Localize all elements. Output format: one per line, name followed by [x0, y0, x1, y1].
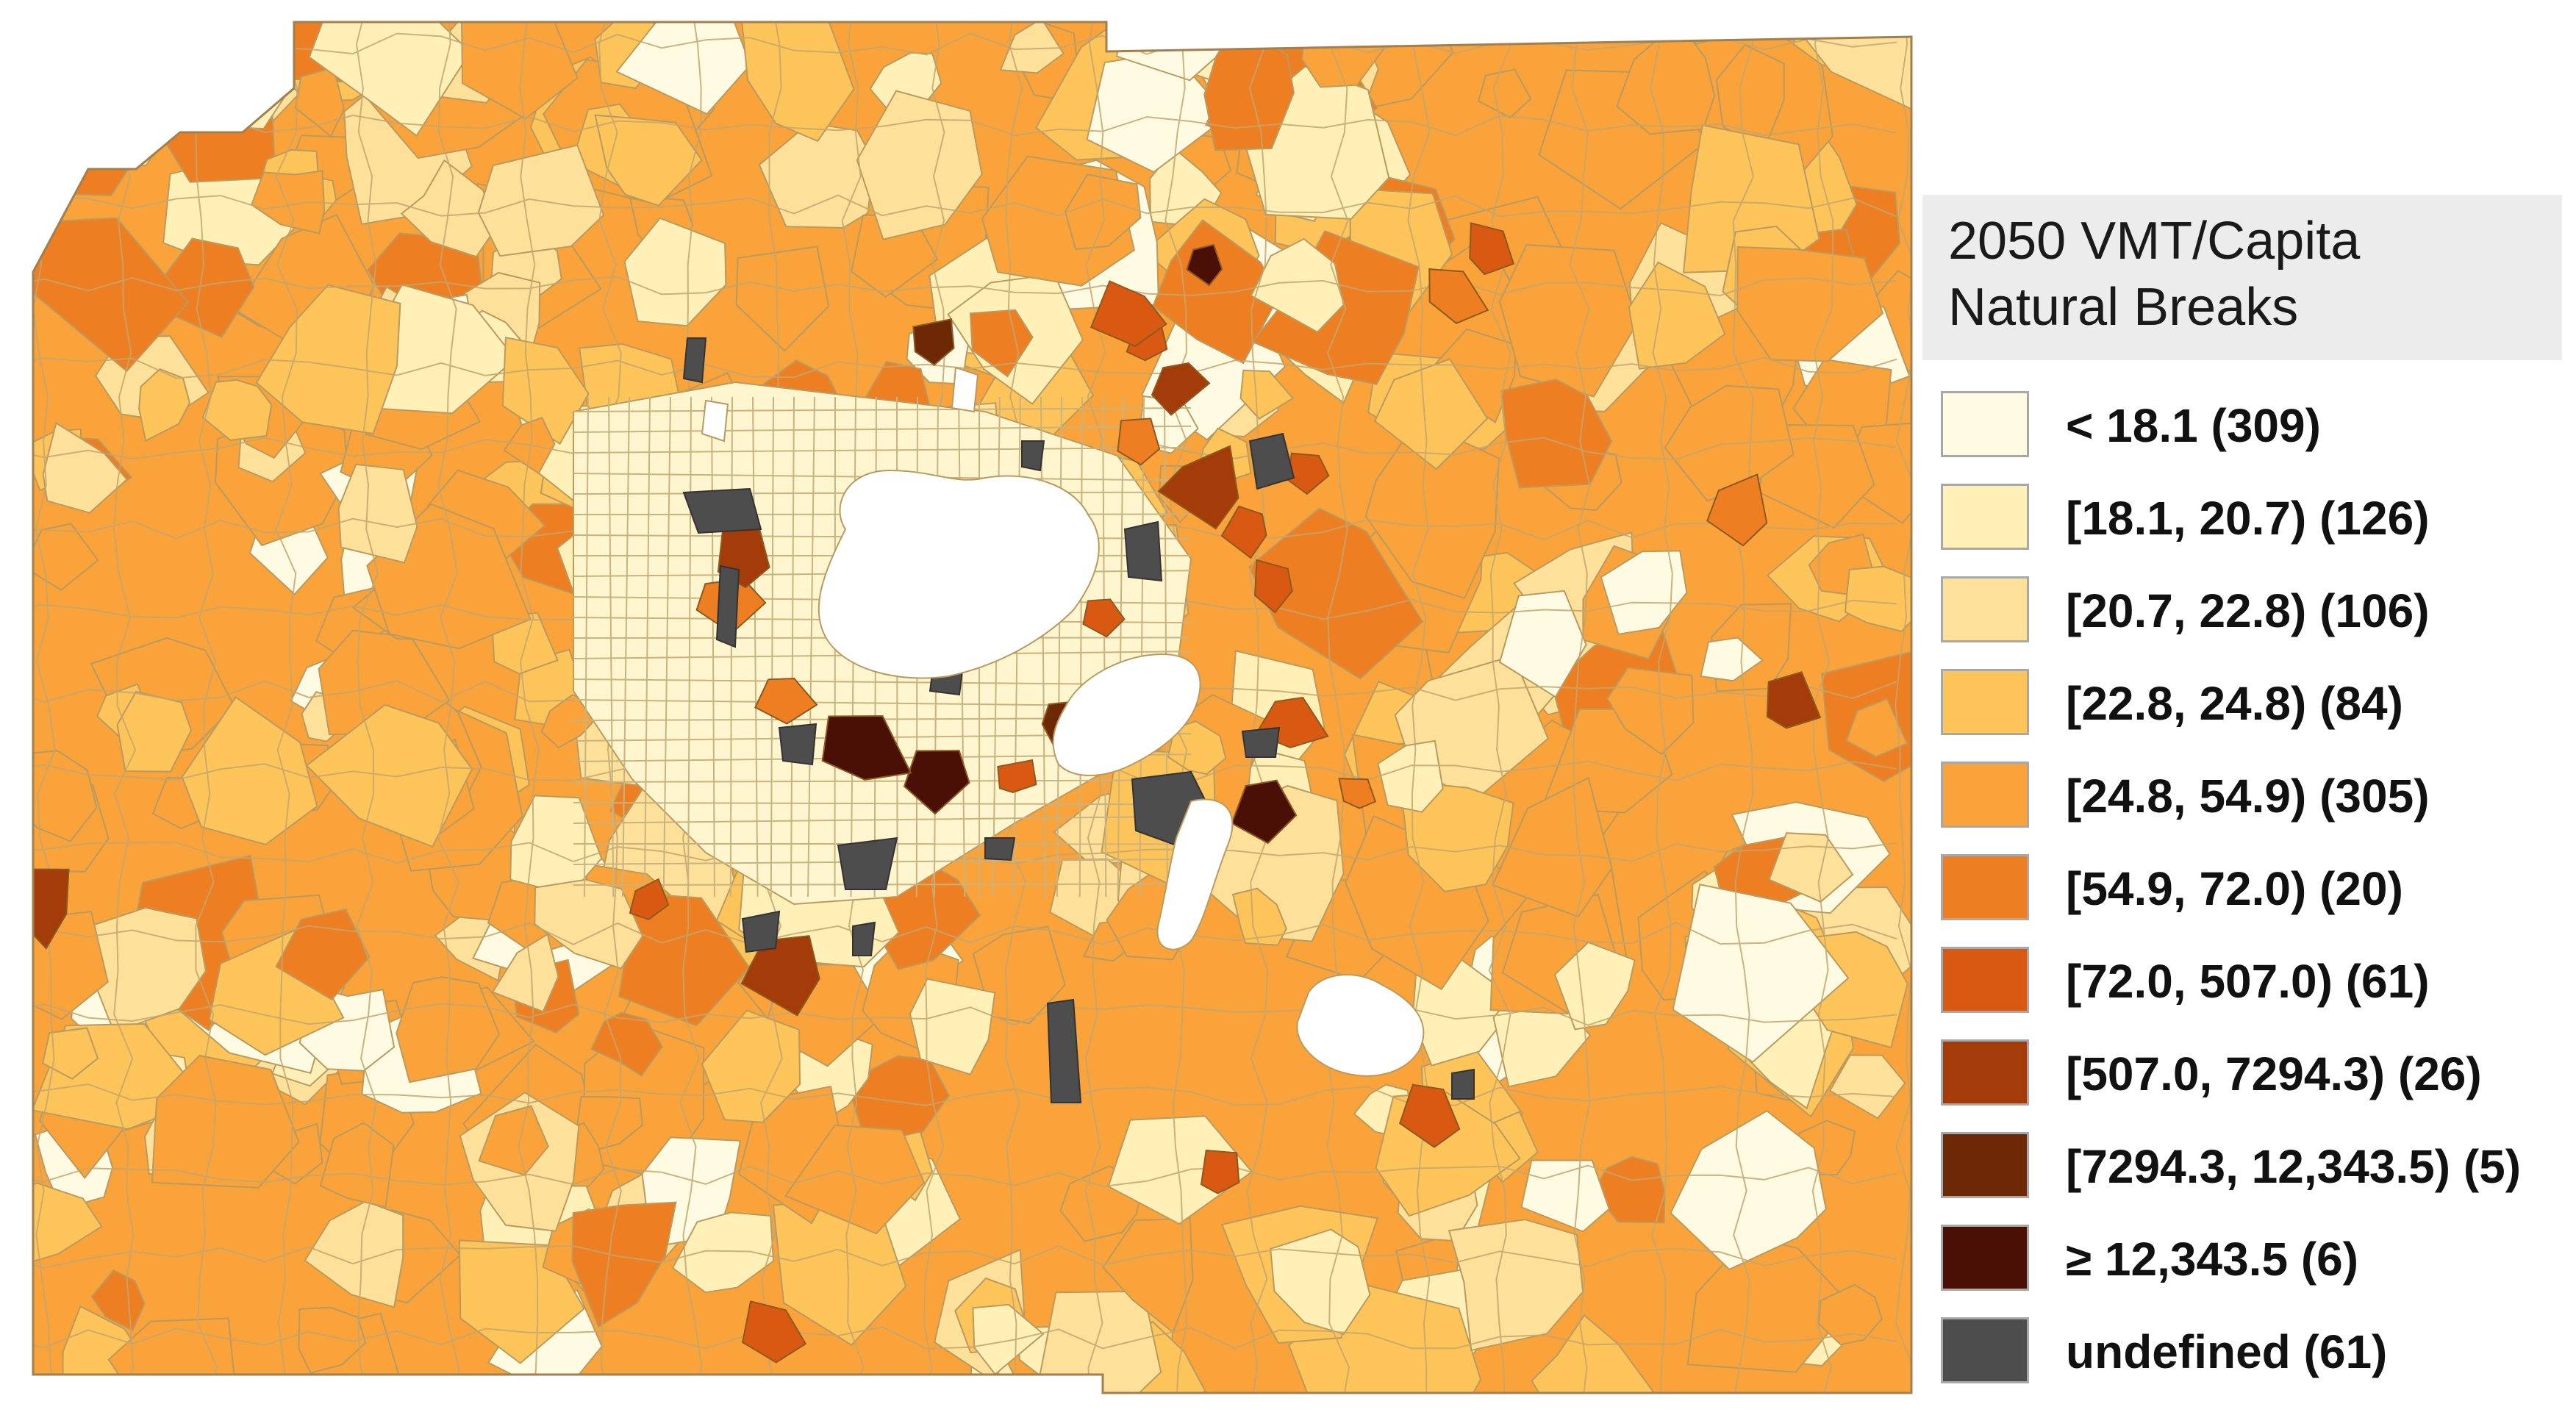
legend-swatch	[1941, 576, 2029, 642]
legend-label: [22.8, 24.8) (84)	[2066, 677, 2403, 730]
legend-swatch	[1941, 1039, 2029, 1106]
legend-swatch	[1941, 1132, 2029, 1198]
legend-label: undefined (61)	[2066, 1325, 2388, 1378]
legend-label: [507.0, 7294.3) (26)	[2066, 1047, 2482, 1100]
legend-label: [72.0, 507.0) (61)	[2066, 955, 2430, 1008]
legend-label: < 18.1 (309)	[2066, 399, 2321, 452]
legend-label: [18.1, 20.7) (126)	[2066, 492, 2430, 545]
legend-label: [7294.3, 12,343.5) (5)	[2066, 1140, 2522, 1193]
legend-label: ≥ 12,343.5 (6)	[2066, 1233, 2359, 1286]
legend-item-20-7-22-8: [20.7, 22.8) (106)	[1941, 576, 2573, 646]
choropleth-map	[32, 21, 1913, 1394]
county-region	[33, 22, 1911, 1393]
legend-title-box: 2050 VMT/Capita Natural Breaks	[1922, 195, 2562, 360]
legend-item-54-9-72-0: [54.9, 72.0) (20)	[1941, 854, 2573, 924]
legend-swatch	[1941, 947, 2029, 1013]
legend-item-22-8-24-8: [22.8, 24.8) (84)	[1941, 669, 2573, 739]
legend-title: 2050 VMT/Capita	[1948, 212, 2361, 271]
legend-swatch	[1941, 484, 2029, 550]
lakes	[701, 366, 1425, 1077]
legend-item-lt-18-1: < 18.1 (309)	[1941, 391, 2573, 461]
legend-item-24-8-54-9: [24.8, 54.9) (305)	[1941, 762, 2573, 831]
legend-swatch	[1941, 391, 2029, 457]
legend-label: [20.7, 22.8) (106)	[2066, 584, 2430, 637]
legend-swatch	[1941, 1317, 2029, 1383]
legend-item-ge-12343-5: ≥ 12,343.5 (6)	[1941, 1225, 2573, 1294]
legend-item-7294-3-12343-5: [7294.3, 12,343.5) (5)	[1941, 1132, 2573, 1202]
legend-label: [54.9, 72.0) (20)	[2066, 862, 2403, 915]
legend-item-72-0-507-0: [72.0, 507.0) (61)	[1941, 947, 2573, 1017]
legend-label: [24.8, 54.9) (305)	[2066, 770, 2430, 823]
legend-swatch	[1941, 854, 2029, 920]
legend-swatch	[1941, 1225, 2029, 1291]
legend-subtitle: Natural Breaks	[1948, 278, 2299, 337]
legend-item-507-0-7294-3: [507.0, 7294.3) (26)	[1941, 1039, 2573, 1109]
legend-item-18-1-20-7: [18.1, 20.7) (126)	[1941, 484, 2573, 554]
undefined-tracts	[682, 337, 1475, 1103]
legend-swatch	[1941, 669, 2029, 735]
legend-swatch	[1941, 762, 2029, 828]
legend-item-undefined: undefined (61)	[1941, 1317, 2573, 1387]
